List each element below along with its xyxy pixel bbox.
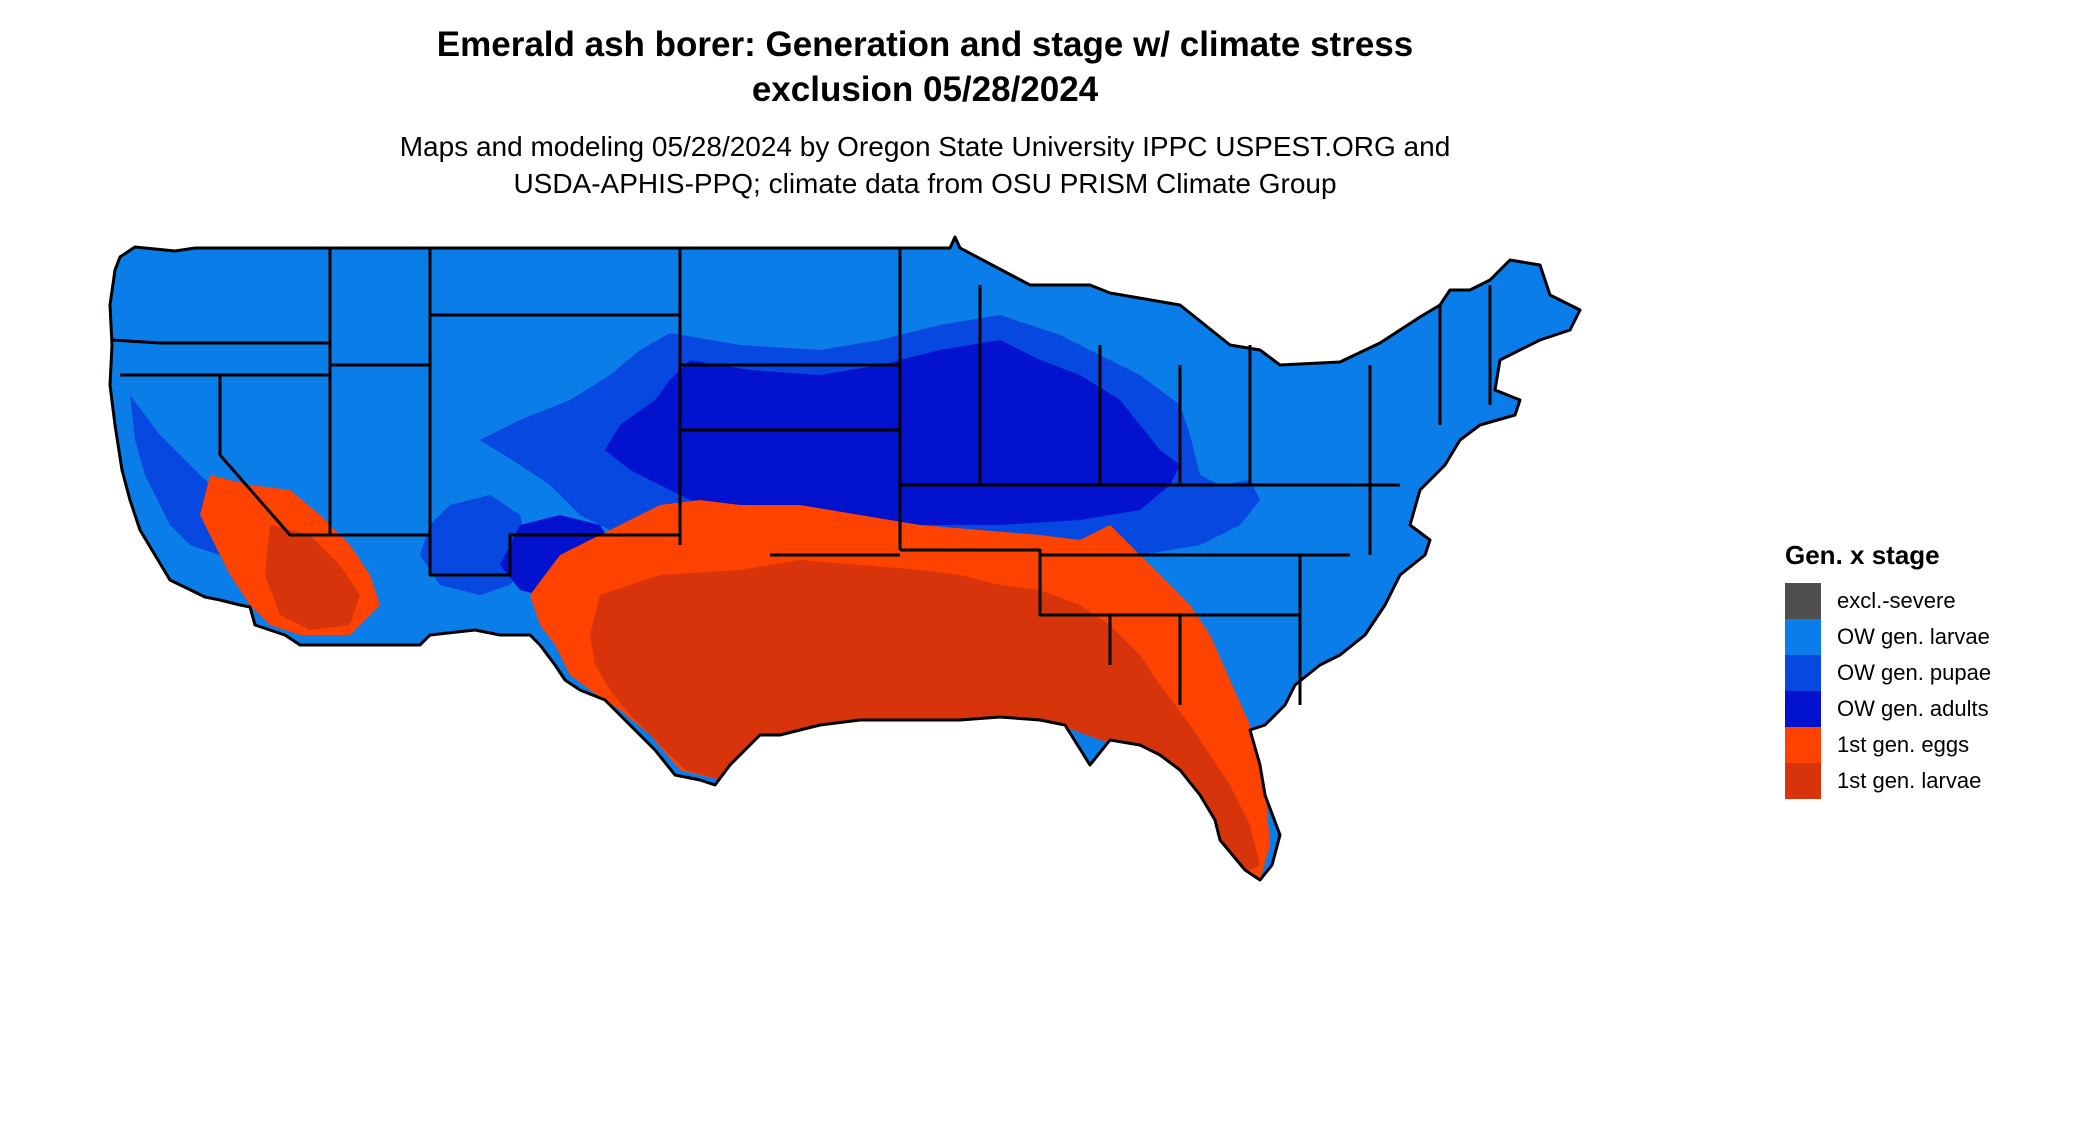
legend-label: OW gen. pupae: [1837, 660, 1992, 685]
legend-swatch: [1785, 727, 1821, 763]
legend-swatch: [1785, 619, 1821, 655]
legend-item: 1st gen. eggs: [1785, 727, 1991, 763]
us-map: [108, 235, 1582, 882]
legend-label: OW gen. larvae: [1837, 624, 1990, 649]
map-title-line-1: Emerald ash borer: Generation and stage …: [436, 25, 1414, 64]
legend-title: Gen. x stage: [1785, 540, 1940, 570]
map-subtitle: Maps and modeling 05/28/2024 by Oregon S…: [0, 128, 1850, 202]
legend-label: OW gen. adults: [1837, 696, 1989, 721]
map-subtitle-line-2: USDA-APHIS-PPQ; climate data from OSU PR…: [513, 168, 1337, 199]
legend-label: excl.-severe: [1837, 588, 1956, 613]
legend-label: 1st gen. larvae: [1837, 768, 1982, 793]
map-title-line-2: exclusion 05/28/2024: [751, 70, 1099, 109]
legend-swatch: [1785, 691, 1821, 727]
legend-item: 1st gen. larvae: [1785, 763, 1991, 799]
map-title: Emerald ash borer: Generation and stage …: [0, 22, 1850, 112]
legend-swatch: [1785, 655, 1821, 691]
legend-item: OW gen. adults: [1785, 691, 1991, 727]
legend-swatch: [1785, 763, 1821, 799]
legend-item: excl.-severe: [1785, 583, 1991, 619]
legend-items: excl.-severe OW gen. larvae OW gen. pupae O…: [1785, 583, 1991, 799]
legend-item: OW gen. pupae: [1785, 655, 1991, 691]
legend-label: 1st gen. eggs: [1837, 732, 1970, 757]
legend-item: OW gen. larvae: [1785, 619, 1991, 655]
map-legend: Gen. x stage excl.-severe OW gen. larvae O…: [1785, 540, 1991, 799]
map-subtitle-line-1: Maps and modeling 05/28/2024 by Oregon S…: [399, 131, 1451, 162]
legend-swatch: [1785, 583, 1821, 619]
